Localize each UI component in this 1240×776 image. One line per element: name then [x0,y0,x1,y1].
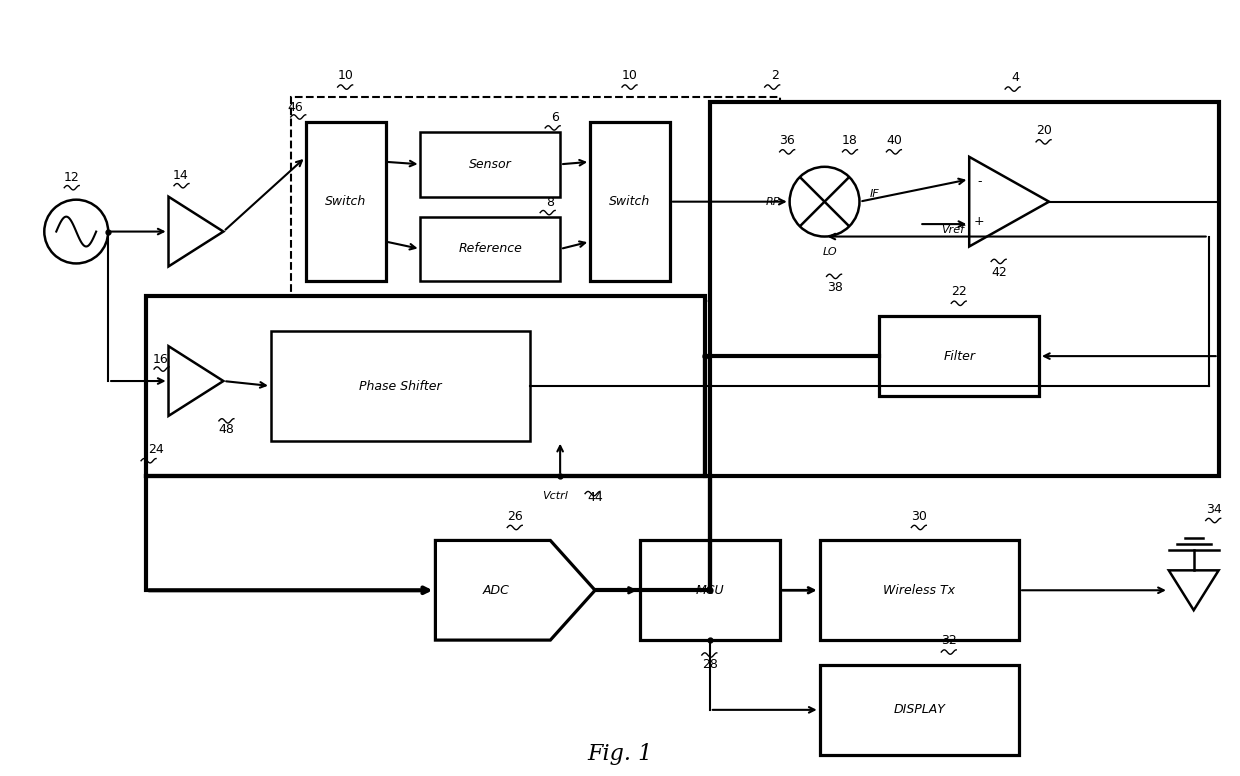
Bar [420,217,560,282]
Text: RF: RF [765,196,780,206]
Text: MCU: MCU [696,584,724,597]
Text: 42: 42 [991,266,1007,279]
Text: ADC: ADC [482,584,510,597]
Text: IF: IF [869,189,879,199]
Text: 2: 2 [771,69,779,82]
Text: 14: 14 [174,168,188,182]
Text: 10: 10 [622,69,637,82]
Bar [709,102,1219,476]
Text: 38: 38 [827,282,842,294]
Bar [306,122,386,282]
Text: Vctrl: Vctrl [542,490,568,501]
Text: 6: 6 [552,111,559,124]
Text: Switch: Switch [609,196,651,208]
Bar [290,97,780,301]
Text: 40: 40 [887,134,903,147]
Bar [820,665,1019,755]
Text: DISPLAY: DISPLAY [893,703,945,716]
Bar [640,540,780,640]
Text: 26: 26 [507,510,523,522]
Text: Fig. 1: Fig. 1 [588,743,652,764]
Text: 24: 24 [148,443,164,456]
Text: +: + [973,216,985,228]
Text: 44: 44 [588,490,603,504]
Text: 28: 28 [702,658,718,671]
Text: 18: 18 [842,134,857,147]
Text: 20: 20 [1037,124,1052,137]
Text: Switch: Switch [325,196,366,208]
Bar [420,132,560,196]
Text: 4: 4 [1011,71,1019,84]
Bar [820,540,1019,640]
Text: 30: 30 [911,510,928,522]
Text: 34: 34 [1205,503,1221,515]
Text: Sensor: Sensor [469,158,512,171]
Text: Phase Shifter: Phase Shifter [360,379,441,393]
Text: 12: 12 [63,171,79,184]
Text: Filter: Filter [944,350,975,362]
Bar [879,317,1039,396]
Bar [146,296,704,476]
Text: 36: 36 [779,134,795,147]
Text: 22: 22 [951,286,967,298]
Text: 10: 10 [337,69,353,82]
Text: 48: 48 [218,423,234,436]
Bar [590,122,670,282]
Text: LO: LO [822,247,837,257]
Text: 8: 8 [546,196,554,209]
Bar [270,331,531,441]
Text: 16: 16 [154,353,169,366]
Text: 46: 46 [286,101,303,114]
Text: -: - [977,175,981,188]
Text: Vref: Vref [941,224,965,234]
Text: Reference: Reference [459,242,522,255]
Text: Wireless Tx: Wireless Tx [883,584,955,597]
Text: 32: 32 [941,634,957,647]
